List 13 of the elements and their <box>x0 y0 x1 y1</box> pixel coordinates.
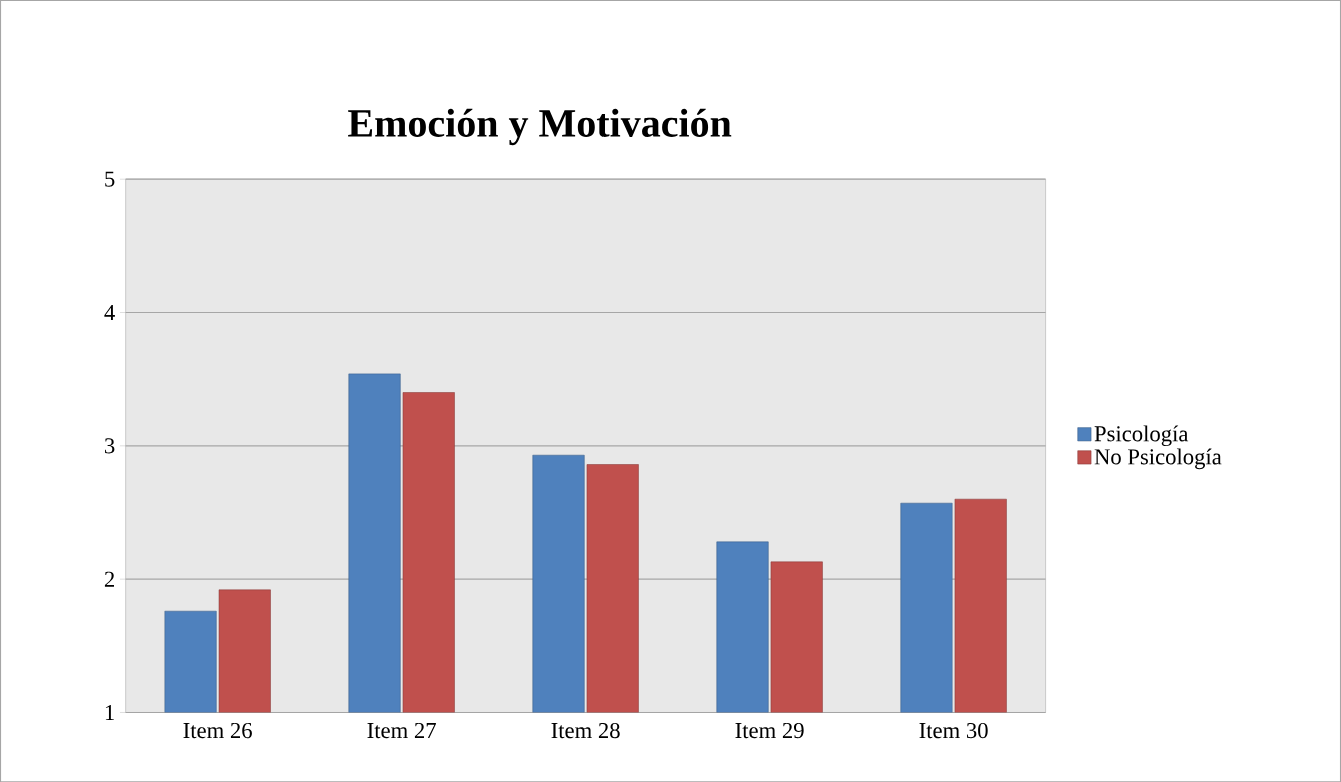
legend-label: No Psicología <box>1094 448 1222 469</box>
y-tick-label: 3 <box>105 438 115 454</box>
y-tick-label: 5 <box>105 171 115 187</box>
x-tick-label: Item 27 <box>367 722 436 738</box>
legend-label: Psicología <box>1094 425 1189 446</box>
x-tick-label: Item 30 <box>919 722 988 739</box>
y-tick-label: 1 <box>105 704 114 720</box>
x-tick-label: Item 28 <box>551 722 620 739</box>
x-tick-label: Item 26 <box>183 722 252 738</box>
chart-title: Emoción y Motivación <box>348 108 732 145</box>
y-tick-label: 4 <box>104 304 115 320</box>
y-tick-label: 2 <box>104 571 114 587</box>
x-tick-label: Item 29 <box>735 722 804 738</box>
